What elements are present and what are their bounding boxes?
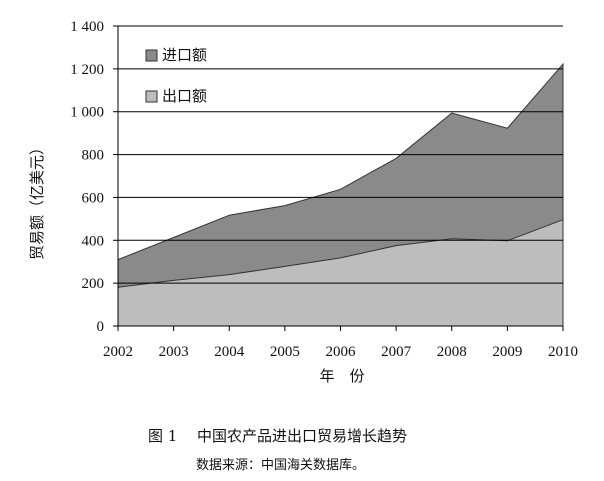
- y-tick-label: 1 000: [70, 105, 104, 121]
- y-tick-label: 800: [82, 148, 105, 164]
- x-axis-title: 年 份: [319, 367, 364, 385]
- x-tick-label: 2008: [437, 344, 467, 360]
- legend-swatch: [145, 49, 158, 62]
- gridlines: [118, 25, 563, 284]
- y-tick-label: 1 200: [70, 62, 104, 78]
- y-tick-label: 200: [82, 276, 105, 292]
- y-axis-title: 贸易额（亿美元）: [28, 140, 46, 260]
- legend-swatch: [145, 90, 158, 103]
- x-tick-label: 2004: [214, 344, 245, 360]
- y-tick-label: 400: [82, 233, 105, 249]
- x-tick-label: 2006: [326, 344, 357, 360]
- legend-label: 进口额: [162, 46, 207, 64]
- area-exports: [117, 218, 564, 327]
- data-source: 数据来源：中国海关数据库。: [196, 457, 365, 473]
- x-tick-label: 2009: [492, 344, 522, 360]
- area-series: [117, 62, 564, 327]
- y-tick-label: 0: [97, 319, 105, 335]
- y-tick-labels: 0 200 400 600 800 1 000 1 200 1 400: [70, 19, 118, 335]
- x-tick-label: 2003: [159, 344, 189, 360]
- x-tick-label: 2005: [270, 344, 300, 360]
- legend-label: 出口额: [162, 87, 207, 105]
- y-tick-label: 600: [82, 190, 105, 206]
- x-tick-label: 2002: [103, 344, 133, 360]
- x-tick-labels: 2002 2003 2004 2005 2006 2007 2008 2009 2010: [103, 326, 578, 360]
- figure-title: 中国农产品进出口贸易增长趋势: [197, 427, 407, 445]
- x-tick-label: 2010: [548, 344, 578, 360]
- y-tick-label: 1 400: [70, 19, 104, 35]
- figure-label: 图 1: [148, 427, 177, 445]
- x-tick-label: 2007: [381, 344, 412, 360]
